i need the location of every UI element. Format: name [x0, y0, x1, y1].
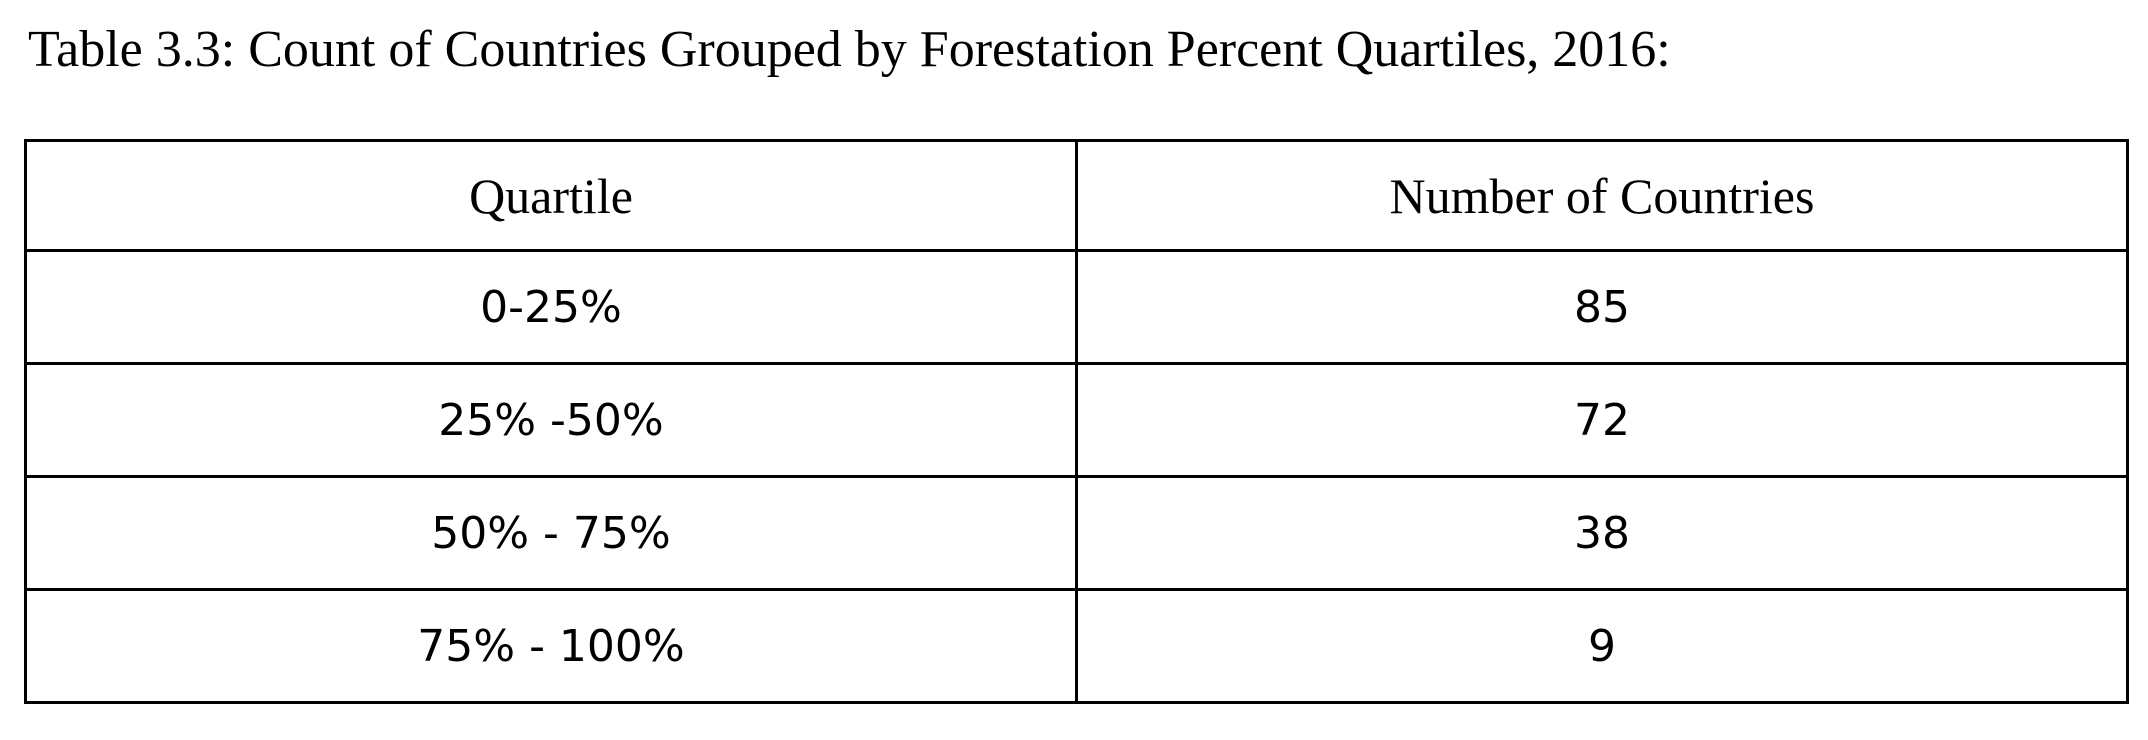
column-header-number-of-countries: Number of Countries	[1075, 139, 2129, 252]
table-caption: Table 3.3: Count of Countries Grouped by…	[28, 21, 1671, 78]
quartile-cell: 0-25%	[24, 249, 1078, 365]
column-header-quartile: Quartile	[24, 139, 1078, 252]
quartile-count-table: Quartile Number of Countries 0-25% 85 25…	[24, 139, 2129, 704]
count-cell: 72	[1075, 362, 2129, 478]
table-row: 75% - 100% 9	[24, 588, 2129, 704]
quartile-cell: 75% - 100%	[24, 588, 1078, 704]
quartile-cell: 50% - 75%	[24, 475, 1078, 591]
table-header-row: Quartile Number of Countries	[24, 139, 2129, 252]
table-row: 25% -50% 72	[24, 362, 2129, 478]
quartile-cell: 25% -50%	[24, 362, 1078, 478]
table-row: 50% - 75% 38	[24, 475, 2129, 591]
count-cell: 38	[1075, 475, 2129, 591]
count-cell: 9	[1075, 588, 2129, 704]
table-row: 0-25% 85	[24, 249, 2129, 365]
count-cell: 85	[1075, 249, 2129, 365]
